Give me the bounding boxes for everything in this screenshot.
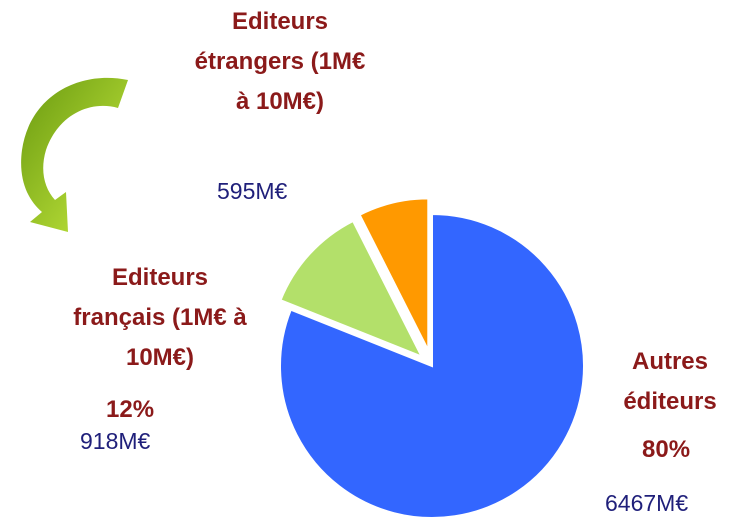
slice-label: Autres éditeurs xyxy=(623,348,717,415)
percent-label: 12% xyxy=(106,396,155,423)
slice-label: Editeurs français (1M€ à 10M€) xyxy=(73,264,247,371)
pie-slice xyxy=(358,197,430,351)
value-label: 595M€ xyxy=(217,178,288,204)
slice-label: Editeurs étrangers (1M€ à 10M€) xyxy=(194,8,366,115)
value-label: 918M€ xyxy=(80,428,151,454)
value-label: 6467M€ xyxy=(605,490,689,516)
arrow-icon xyxy=(21,77,128,232)
percent-label: 80% xyxy=(642,436,691,463)
pie-slice xyxy=(279,219,424,359)
pie-slice xyxy=(279,212,585,519)
